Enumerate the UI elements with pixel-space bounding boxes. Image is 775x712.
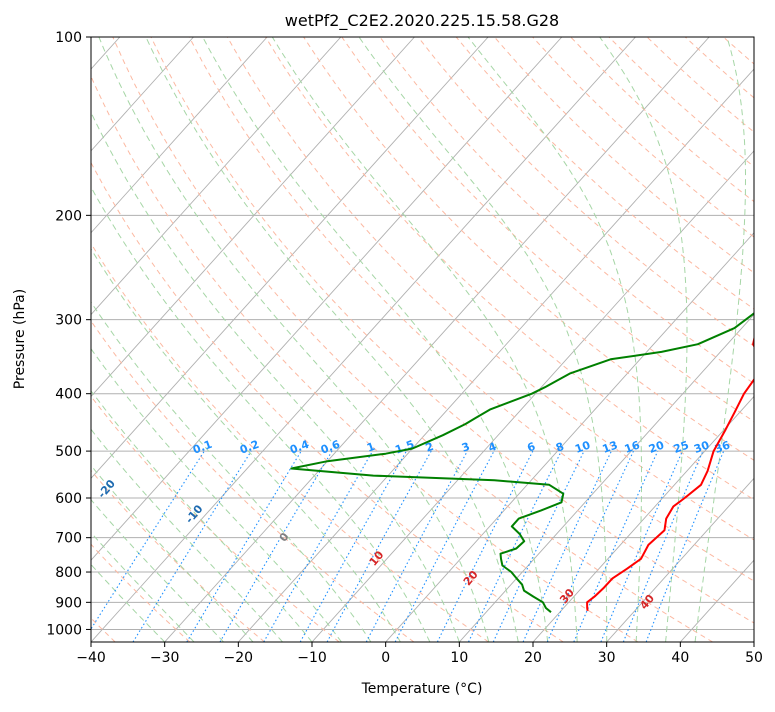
y-tick-label: 800 <box>55 565 82 581</box>
y-tick-label: 500 <box>55 444 82 460</box>
x-tick-label: 40 <box>671 650 689 666</box>
x-tick-label: 20 <box>524 650 542 666</box>
x-tick-label: 10 <box>450 650 468 666</box>
x-axis-label: Temperature (°C) <box>361 681 483 697</box>
chart-title: wetPf2_C2E2.2020.225.15.58.G28 <box>285 11 559 31</box>
y-tick-label: 1000 <box>46 622 82 638</box>
x-tick-label: −40 <box>76 650 106 666</box>
y-tick-label: 900 <box>55 595 82 611</box>
x-tick-label: −20 <box>224 650 254 666</box>
y-axis-label: Pressure (hPa) <box>12 289 28 389</box>
x-tick-label: 0 <box>381 650 390 666</box>
x-tick-label: 30 <box>598 650 616 666</box>
y-tick-label: 700 <box>55 531 82 547</box>
y-tick-label: 300 <box>55 313 82 329</box>
y-tick-label: 400 <box>55 387 82 403</box>
y-tick-label: 600 <box>55 491 82 507</box>
y-tick-label: 100 <box>55 30 82 46</box>
x-tick-label: −10 <box>297 650 327 666</box>
x-tick-label: −30 <box>150 650 180 666</box>
y-tick-label: 200 <box>55 208 82 224</box>
x-tick-label: 50 <box>745 650 763 666</box>
